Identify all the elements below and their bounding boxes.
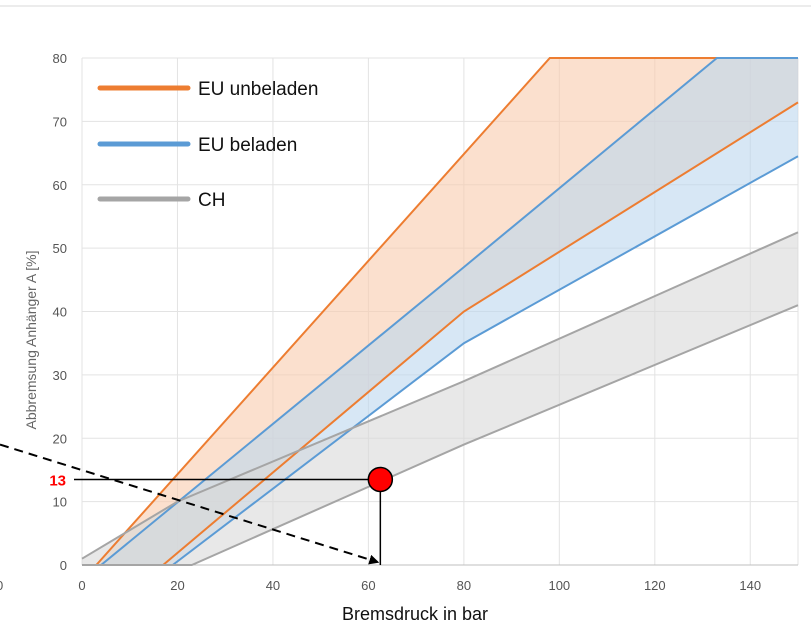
legend-label: EU unbeladen xyxy=(198,79,318,100)
y-axis-title: Abbremsung Anhänger A [%] xyxy=(23,250,39,429)
y-tick-label: 70 xyxy=(53,114,67,129)
y-tick-label: 50 xyxy=(53,241,67,256)
y-tick-label: 60 xyxy=(53,178,67,193)
tick-labels: 0 20 40 60 80 100 120 140 0 10 20 30 40 50 60 70 80 0 xyxy=(0,51,761,593)
x-tick-label: 20 xyxy=(170,578,184,593)
legend-label: EU beladen xyxy=(198,135,297,156)
dashed-arrow xyxy=(0,443,380,565)
y-tick-label: 20 xyxy=(53,431,67,446)
x-tick-label: 80 xyxy=(457,578,471,593)
x-tick-label: 140 xyxy=(739,578,761,593)
y-tick-label: 30 xyxy=(53,368,67,383)
x-tick-label: 60 xyxy=(361,578,375,593)
y-tick-label: 40 xyxy=(53,305,67,320)
left-axis-tick-label: 0 xyxy=(0,578,3,593)
x-tick-label: 0 xyxy=(78,578,85,593)
x-tick-label: 100 xyxy=(548,578,570,593)
y-tick-label: 10 xyxy=(53,495,67,510)
legend-label: CH xyxy=(198,190,225,211)
legend: EU unbeladen EU beladen CH xyxy=(97,79,318,211)
line-lower-ch xyxy=(82,304,799,566)
annotation-group: 13 xyxy=(0,443,394,565)
annotation-value-label: 13 xyxy=(49,472,66,489)
x-tick-label: 120 xyxy=(644,578,666,593)
y-tick-label: 0 xyxy=(60,558,67,573)
y-tick-label: 80 xyxy=(53,51,67,66)
band-eu-beladen xyxy=(82,58,798,565)
x-tick-label: 40 xyxy=(266,578,280,593)
band-lines xyxy=(81,57,799,566)
x-axis-title: Bremsdruck in bar xyxy=(342,604,488,624)
line-upper-ch xyxy=(81,231,799,560)
annotation-marker xyxy=(367,466,394,493)
